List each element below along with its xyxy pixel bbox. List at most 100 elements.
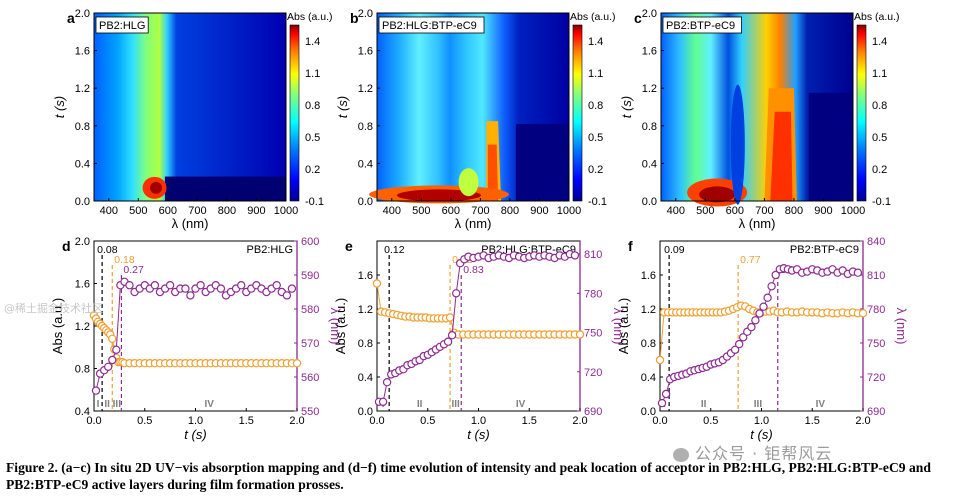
- colorbar-tick-label: -0.1: [588, 196, 607, 208]
- panel-title: PB2:HLG:BTP-eC9: [382, 20, 477, 32]
- data-point: [570, 251, 580, 260]
- y-tick-label: 0.8: [358, 338, 373, 350]
- y2-tick-label: 750: [867, 338, 885, 350]
- colorbar: [856, 24, 867, 202]
- x-tick-label: 900: [814, 205, 832, 217]
- colorbar-tick-label: -0.1: [305, 196, 324, 208]
- y2-tick-label: 780: [867, 304, 885, 316]
- data-point: [735, 339, 744, 349]
- colorbar-label: Abs (a.u.): [287, 11, 333, 23]
- data-point: [447, 331, 457, 340]
- x-tick-label: 900: [247, 205, 265, 217]
- panel-title: PB2:BTP-eC9: [790, 244, 859, 256]
- colorbar-tick-label: 0.2: [872, 164, 887, 176]
- x-tick-label: 900: [530, 205, 548, 217]
- caption-label: Figure 2.: [6, 460, 58, 475]
- x-tick-label: 400: [383, 205, 401, 217]
- panel-title: PB2:BTP-eC9: [666, 20, 735, 32]
- data-point: [730, 345, 740, 354]
- x-axis-label: t (s): [184, 427, 206, 442]
- heatmap-feature: [487, 144, 499, 201]
- y2-tick-label: 580: [301, 304, 319, 316]
- data-point: [272, 281, 281, 290]
- colorbar-tick-label: 0.5: [305, 132, 320, 144]
- heatmap-field: [94, 13, 286, 201]
- heatmap-frame: [93, 12, 287, 202]
- stage-label: IV: [816, 399, 826, 410]
- y2-axis-label: λ (nm): [611, 308, 626, 345]
- heatmap-frame: [660, 12, 854, 202]
- x-tick-label: 0.0: [652, 415, 667, 427]
- stage-label: III: [754, 399, 763, 410]
- colorbar-tick-label: 1.1: [588, 68, 603, 80]
- y2-tick-label: 840: [867, 236, 885, 248]
- y2-tick-label: 560: [301, 372, 319, 384]
- panel-letter: f: [628, 238, 633, 254]
- data-point: [287, 284, 297, 293]
- y-tick-label: 2.0: [642, 8, 657, 20]
- data-point: [282, 291, 292, 300]
- watermark-text: 公众号 · 钜帮风云: [695, 444, 833, 463]
- colorbar-tick-label: 0.2: [588, 164, 603, 176]
- panel-title-box: [662, 16, 742, 34]
- y-tick-label: 0.4: [75, 158, 90, 170]
- data-point: [445, 313, 455, 322]
- y-tick-label: 0.0: [642, 196, 657, 208]
- y-tick-label: 0.8: [75, 121, 90, 133]
- x-tick-label: 0.5: [137, 415, 152, 427]
- data-point: [378, 397, 388, 406]
- data-point: [747, 322, 756, 332]
- x-tick-label: 800: [785, 205, 803, 217]
- panel-title: PB2:HLG: [247, 244, 293, 256]
- data-point: [661, 389, 671, 399]
- panel-letter: b: [350, 10, 359, 26]
- colorbar-tick-label: 1.4: [588, 36, 603, 48]
- x-tick-label: 500: [696, 205, 714, 217]
- y-tick-label: 0.4: [642, 158, 657, 170]
- data-point: [763, 293, 772, 302]
- series-line-λ: [661, 267, 859, 404]
- x-tick-label: 0.5: [420, 415, 435, 427]
- series-line-λ: [379, 253, 576, 403]
- y-tick-label: 1.6: [75, 46, 90, 58]
- data-point: [575, 330, 585, 339]
- heatmap-feature: [150, 181, 163, 194]
- time-marker-label: 0.83: [463, 264, 484, 276]
- colorbar-tick-label: 1.1: [872, 68, 887, 80]
- data-point: [292, 359, 302, 368]
- watermark: 公众号 · 钜帮风云: [673, 440, 832, 464]
- colorbar-tick-label: 0.8: [588, 100, 603, 112]
- y2-tick-label: 810: [584, 249, 602, 261]
- y-tick-label: 1.6: [358, 46, 373, 58]
- x-axis-label: λ (nm): [739, 216, 776, 231]
- colorbar-tick-label: 1.4: [305, 36, 320, 48]
- colorbar-label: Abs (a.u.): [854, 11, 900, 23]
- panel-letter: d: [62, 238, 71, 254]
- time-marker-label: 0.77: [740, 254, 761, 266]
- data-point: [186, 291, 195, 300]
- data-point: [181, 284, 190, 293]
- x-tick-label: 1000: [841, 205, 865, 217]
- heatmap-feature: [808, 92, 853, 201]
- y-tick-label: 1.2: [75, 83, 90, 95]
- panel-letter: c: [634, 10, 642, 26]
- time-marker-label: 0.09: [664, 244, 685, 256]
- colorbar-tick-label: -0.1: [872, 196, 891, 208]
- colorbar: [572, 24, 583, 202]
- heatmap-feature: [730, 84, 745, 205]
- y-axis-label: Abs (a.u.): [333, 298, 348, 354]
- data-point: [443, 337, 453, 346]
- time-marker-label: 0.12: [384, 244, 405, 256]
- x-tick-label: 1.0: [188, 415, 203, 427]
- panel-title-box: [95, 16, 149, 34]
- y-tick-label: 0.0: [358, 406, 373, 418]
- y2-tick-label: 810: [867, 270, 885, 282]
- x-tick-label: 2.0: [289, 415, 304, 427]
- data-point: [382, 378, 392, 387]
- data-point: [372, 279, 382, 288]
- x-tick-label: 0.0: [369, 415, 384, 427]
- x-tick-label: 500: [412, 205, 430, 217]
- data-point: [657, 398, 667, 408]
- x-tick-label: 2.0: [855, 415, 870, 427]
- y-tick-label: 0.4: [358, 158, 373, 170]
